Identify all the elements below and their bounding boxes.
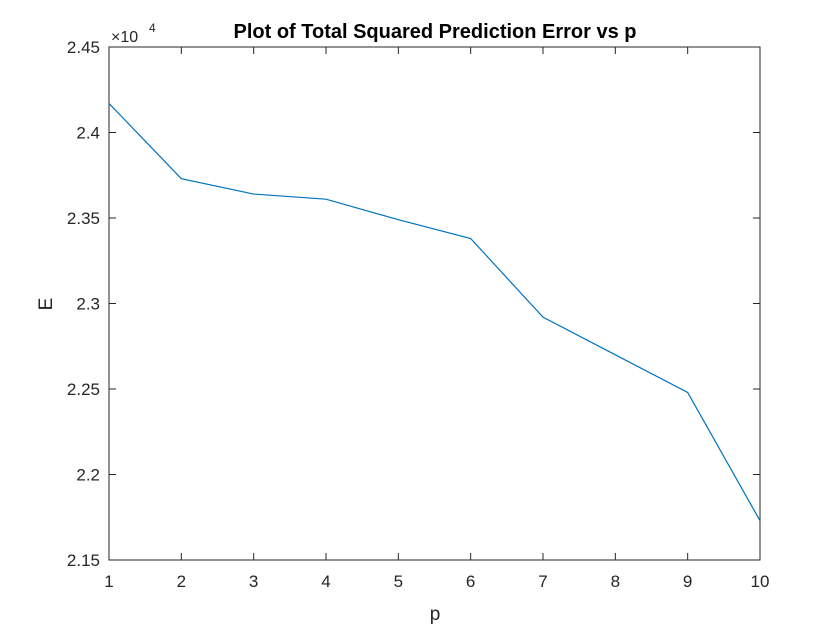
x-tick-label: 5 — [394, 572, 403, 591]
x-tick-label: 2 — [177, 572, 186, 591]
x-tick-label: 10 — [751, 572, 770, 591]
x-tick-label: 6 — [466, 572, 475, 591]
y-tick-label: 2.25 — [67, 380, 100, 399]
y-tick-label: 2.3 — [76, 295, 100, 314]
x-tick-label: 1 — [104, 572, 113, 591]
y-exponent-power: 4 — [149, 21, 156, 35]
x-axis-label: p — [430, 604, 441, 625]
y-exponent-base: ×10 — [111, 29, 138, 46]
x-tick-label: 7 — [538, 572, 547, 591]
y-tick-label: 2.4 — [76, 124, 100, 143]
y-tick-label: 2.45 — [67, 38, 100, 57]
x-tick-label: 8 — [611, 572, 620, 591]
chart-title: Plot of Total Squared Prediction Error v… — [233, 21, 636, 43]
y-axis-label: E — [36, 298, 57, 311]
y-tick-label: 2.35 — [67, 209, 100, 228]
plot-area — [108, 46, 761, 561]
x-axis-ticks: 1 2 3 4 5 6 7 8 9 10 — [104, 47, 769, 591]
y-axis-ticks: 2.15 2.2 2.25 2.3 2.35 2.4 2.45 — [67, 38, 760, 570]
y-tick-label: 2.15 — [67, 551, 100, 570]
x-tick-label: 4 — [321, 572, 330, 591]
y-tick-label: 2.2 — [76, 466, 100, 485]
series-layer — [108, 103, 761, 521]
series-line — [108, 103, 761, 521]
x-tick-label: 3 — [249, 572, 258, 591]
x-tick-label: 9 — [683, 572, 692, 591]
